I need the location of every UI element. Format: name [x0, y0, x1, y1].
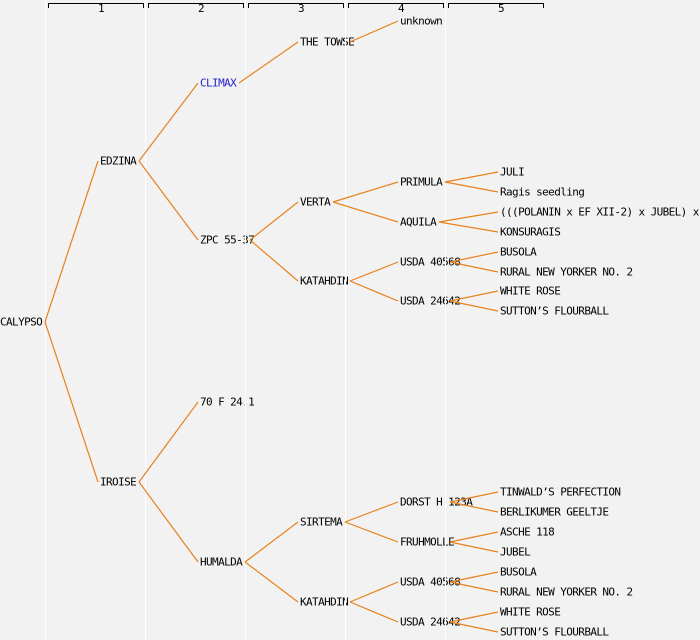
pedigree-edge-thetowse-unknown — [349, 20, 399, 43]
pedigree-edge-edzina-zpc5537 — [138, 160, 199, 241]
generation-bracket — [148, 3, 244, 8]
node-label-whiterose2: WHITE ROSE — [500, 605, 561, 619]
pedigree-edge-zpc5537-katahdin1 — [249, 239, 299, 282]
node-label-polanin: (((POLANIN x EF XII-2) x JUBEL) x — [500, 205, 699, 219]
pedigree-edge-fruhmolle-asche — [449, 531, 499, 543]
node-label-usda24642a: USDA 24642 — [400, 294, 461, 308]
node-label-usda40568b: USDA 40568 — [400, 575, 461, 589]
node-label-jubel: JUBEL — [500, 545, 531, 559]
pedigree-edge-fruhmolle-jubel — [449, 541, 499, 553]
generation-header-4: 4 — [397, 2, 405, 15]
pedigree-edge-iroise-humalda — [138, 481, 199, 563]
node-label-thetowse: THE TOWSE — [300, 35, 355, 49]
node-label-rural1: RURAL NEW YORKER NO. 2 — [500, 265, 633, 279]
pedigree-edge-katahdin2-usda24642b — [349, 601, 399, 623]
node-label-ragis: Ragis seedling — [500, 185, 585, 199]
node-label-calypso: CALYPSO — [0, 315, 43, 329]
node-label-f7024: 70 F 24.1 — [200, 395, 255, 409]
node-label-suttons2: SUTTON’S FLOURBALL — [500, 625, 609, 639]
node-label-usda24642b: USDA 24642 — [400, 615, 461, 629]
node-label-primula: PRIMULA — [400, 175, 443, 189]
pedigree-edge-aquila-polanin — [438, 211, 499, 223]
node-label-zpc5537: ZPC 55-37 — [200, 233, 255, 247]
node-label-climax[interactable]: CLIMAX — [200, 76, 237, 90]
pedigree-edge-sirtema-fruhmolle — [344, 521, 399, 543]
pedigree-edge-calypso-edzina — [44, 160, 99, 323]
generation-header-5: 5 — [497, 2, 505, 15]
pedigree-edge-verta-primula — [332, 181, 399, 203]
pedigree-edge-calypso-iroise — [44, 321, 99, 483]
node-label-katahdin1: KATAHDIN — [300, 274, 349, 288]
pedigree-edge-katahdin1-usda24642a — [349, 280, 399, 302]
pedigree-edge-primula-juli — [444, 171, 499, 183]
node-label-busola1: BUSOLA — [500, 245, 537, 259]
pedigree-edge-verta-aquila — [332, 201, 399, 223]
pedigree-edge-aquila-konsuragis — [438, 221, 499, 233]
pedigree-edge-edzina-climax — [138, 82, 199, 162]
node-label-fruhmolle: FRUHMOLLE — [400, 535, 455, 549]
pedigree-edge-primula-ragis — [444, 181, 499, 193]
pedigree-edge-sirtema-dorst — [344, 501, 399, 523]
node-label-usda40568a: USDA 40568 — [400, 255, 461, 269]
pedigree-edge-katahdin1-usda40568a — [349, 261, 399, 282]
node-label-aquila: AQUILA — [400, 215, 437, 229]
node-label-suttons1: SUTTON’S FLOURBALL — [500, 304, 609, 318]
node-label-rural2: RURAL NEW YORKER NO. 2 — [500, 585, 633, 599]
node-label-unknown: unknown — [400, 14, 443, 28]
node-label-iroise: IROISE — [100, 475, 137, 489]
pedigree-edge-iroise-f7024 — [138, 401, 199, 483]
generation-header-3: 3 — [297, 2, 305, 15]
pedigree-edge-humalda-katahdin2 — [244, 561, 299, 603]
generation-bracket — [448, 3, 544, 8]
generation-header-2: 2 — [197, 2, 205, 15]
node-label-sirtema: SIRTEMA — [300, 515, 343, 529]
generation-bracket — [48, 3, 144, 8]
node-label-busola2: BUSOLA — [500, 565, 537, 579]
node-label-konsuragis: KONSURAGIS — [500, 225, 561, 239]
node-label-katahdin2: KATAHDIN — [300, 595, 349, 609]
pedigree-edge-katahdin2-usda40568b — [349, 581, 399, 603]
node-label-berlikumer: BERLIKUMER GEELTJE — [500, 505, 609, 519]
node-label-asche: ASCHE 118 — [500, 525, 555, 539]
pedigree-edge-climax-thetowse — [238, 41, 299, 84]
node-label-dorst: DORST H 123A — [400, 495, 473, 509]
node-label-whiterose1: WHITE ROSE — [500, 284, 561, 298]
pedigree-edge-zpc5537-verta — [249, 201, 299, 241]
node-label-tinwald: TINWALD’S PERFECTION — [500, 485, 621, 499]
node-label-juli: JULI — [500, 165, 525, 179]
pedigree-edge-humalda-sirtema — [244, 521, 299, 563]
node-label-humalda: HUMALDA — [200, 555, 243, 569]
generation-bracket — [348, 3, 444, 8]
generation-bracket — [248, 3, 344, 8]
generation-header-1: 1 — [97, 2, 105, 15]
node-label-edzina: EDZINA — [100, 154, 137, 168]
node-label-verta: VERTA — [300, 195, 331, 209]
